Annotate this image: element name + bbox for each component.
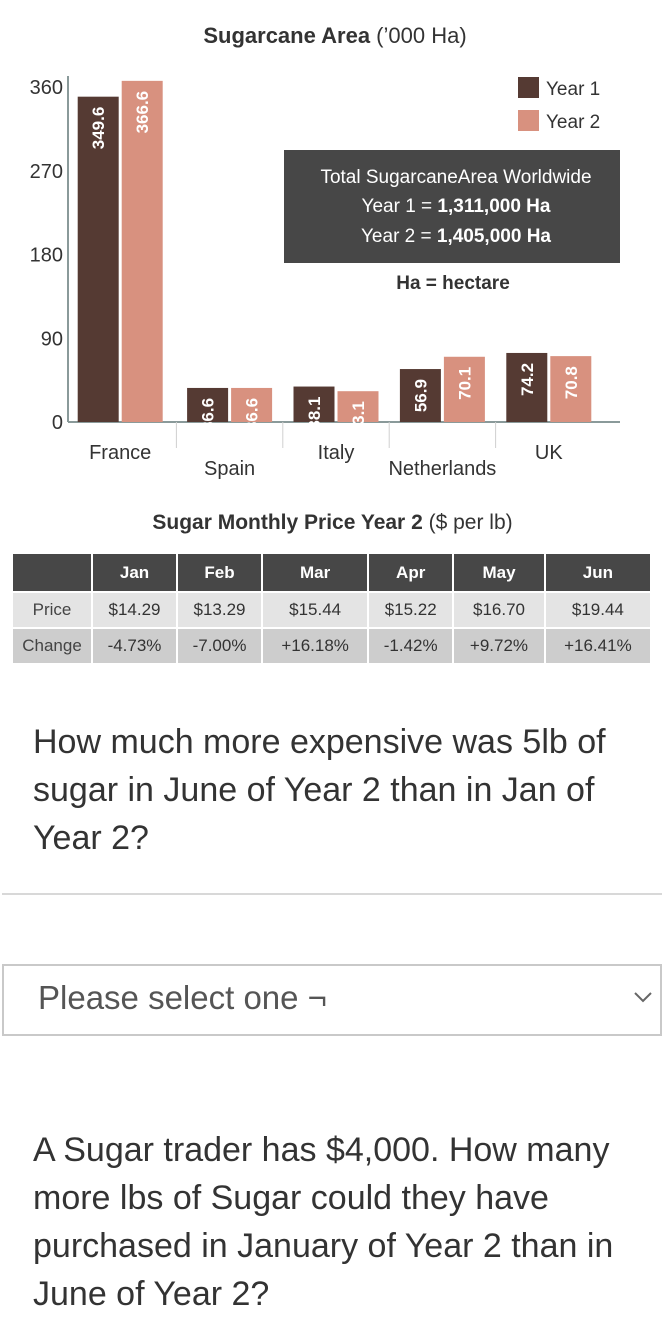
bar-value-label: 366.6: [133, 91, 152, 134]
change-cell: -7.00%: [178, 627, 262, 663]
month-header: Feb: [178, 554, 262, 591]
divider: [2, 893, 662, 895]
question-1: How much more expensive was 5lb of sugar…: [33, 723, 606, 857]
bar-value-label: 33.1: [349, 401, 368, 434]
bar: [337, 391, 379, 422]
price-cell: $16.70: [454, 591, 544, 627]
annotation-year1: Year 1 = 1,311,000 Ha: [362, 196, 551, 217]
table-title-bold: Sugar Monthly Price Year 2: [152, 511, 423, 534]
month-header: Apr: [369, 554, 453, 591]
legend-label: Year 1: [546, 79, 600, 100]
select-placeholder: Please select one ¬: [38, 979, 327, 1016]
annotation-year1-value: 1,311,000 Ha: [437, 196, 550, 217]
bar: [399, 369, 441, 422]
y-tick-label: 0: [52, 412, 63, 434]
x-category-label: Italy: [318, 442, 355, 464]
annotation-year2-value: 1,405,000 Ha: [437, 226, 552, 247]
bar-value-label: 349.6: [89, 107, 108, 150]
month-header: Mar: [263, 554, 368, 591]
table-header-row: Jan Feb Mar Apr May Jun: [13, 554, 650, 591]
bar-value-label: 56.9: [411, 379, 430, 412]
row-header: Change: [13, 627, 91, 663]
sugarcane-area-chart: Sugarcane Area (’000 Ha) 0 90 180 270 360 349.…: [0, 0, 665, 500]
month-header: May: [454, 554, 544, 591]
table-title: Sugar Monthly Price Year 2 ($ per lb): [0, 511, 665, 535]
chart-svg: Sugarcane Area (’000 Ha) 0 90 180 270 360 349.…: [30, 23, 620, 480]
month-header: Jun: [545, 554, 650, 591]
chevron-down-icon: [632, 990, 654, 1009]
legend-swatch: [518, 77, 539, 98]
price-cell: $19.44: [545, 591, 650, 627]
annotation-note: Ha = hectare: [396, 273, 510, 294]
bar-value-label: 36.6: [199, 398, 218, 431]
answer-select[interactable]: Please select one ¬: [2, 964, 662, 1036]
bar: [77, 96, 119, 422]
bar-value-label: 74.2: [518, 363, 537, 396]
annotation-year2: Year 2 = 1,405,000 Ha: [361, 226, 551, 247]
month-header: Jan: [93, 554, 177, 591]
change-cell: +16.18%: [263, 627, 368, 663]
chart-title-unit: (’000 Ha): [370, 23, 467, 48]
table-corner-cell: [13, 554, 91, 591]
bar-value-label: 70.8: [562, 366, 581, 399]
table-row-price: Price $14.29 $13.29 $15.44 $15.22 $16.70…: [13, 591, 650, 627]
bar-value-label: 36.6: [243, 398, 262, 431]
bar: [550, 356, 592, 422]
x-category-label: Netherlands: [388, 458, 496, 480]
y-tick-label: 270: [30, 161, 63, 183]
row-header: Price: [13, 591, 91, 627]
bar-value-label: 70.1: [455, 367, 474, 400]
bar: [231, 387, 273, 422]
x-category-label: France: [89, 442, 151, 464]
price-cell: $15.22: [369, 591, 453, 627]
y-tick-label: 180: [30, 245, 63, 267]
chart-title-bold: Sugarcane Area: [203, 23, 370, 48]
x-category-label: Spain: [204, 458, 255, 480]
table-row-change: Change -4.73% -7.00% +16.18% -1.42% +9.7…: [13, 627, 650, 663]
question-2: A Sugar trader has $4,000. How many more…: [33, 1131, 614, 1313]
change-cell: +9.72%: [454, 627, 544, 663]
price-cell: $13.29: [178, 591, 262, 627]
price-cell: $14.29: [93, 591, 177, 627]
x-category-label: UK: [535, 442, 563, 464]
annotation-title: Total SugarcaneArea Worldwide: [320, 167, 591, 188]
bar: [443, 356, 485, 422]
legend-label: Year 2: [546, 112, 600, 133]
change-cell: +16.41%: [545, 627, 650, 663]
table-title-unit: ($ per lb): [422, 511, 513, 534]
annotation-year1-label: Year 1 =: [362, 196, 438, 217]
legend-swatch: [518, 110, 539, 131]
bar: [187, 387, 229, 422]
annotation-year2-label: Year 2 =: [361, 226, 437, 247]
price-table: Jan Feb Mar Apr May Jun Price $14.29 $13…: [11, 554, 652, 663]
bar: [293, 386, 335, 422]
y-tick-label: 90: [41, 328, 63, 350]
chart-title: Sugarcane Area (’000 Ha): [203, 23, 466, 48]
bar-value-label: 38.1: [305, 397, 324, 430]
bar: [506, 352, 548, 422]
change-cell: -4.73%: [93, 627, 177, 663]
annotation-box: [284, 150, 620, 263]
change-cell: -1.42%: [369, 627, 453, 663]
bar: [121, 80, 163, 422]
price-cell: $15.44: [263, 591, 368, 627]
y-tick-label: 360: [30, 77, 63, 99]
